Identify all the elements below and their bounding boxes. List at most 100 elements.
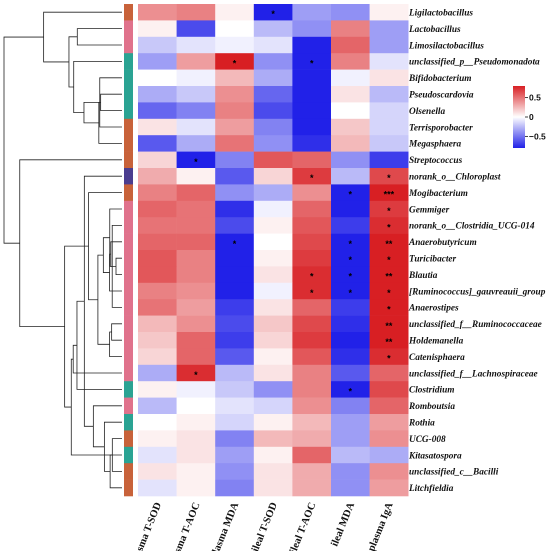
- cell-lactobacillus-plasma-t-sod: [138, 20, 177, 38]
- cell-romboutsia-plasma-iga: [369, 397, 409, 415]
- cell-unclassified-c-bacilli-ileal-t-aoc: [292, 463, 332, 480]
- cell-romboutsia-ileal-t-sod: [253, 397, 293, 415]
- significance-mark: *: [349, 288, 353, 298]
- cell-holdemanella-ileal-t-sod: [253, 332, 293, 349]
- cell-bifidobacterium-ileal-t-sod: [253, 69, 293, 87]
- cell-catenisphaera-ileal-mda: [331, 348, 370, 366]
- cell-ucg-008-plasma-t-aoc: [176, 430, 216, 448]
- cell-anaerostipes-plasma-mda: [215, 299, 255, 316]
- cell-catenisphaera-plasma-iga: [369, 348, 409, 366]
- cell-megasphaera-ileal-t-aoc: [292, 135, 332, 152]
- significance-mark: *: [310, 58, 314, 68]
- cell-norank-o-chloroplast-ileal-mda: [331, 168, 370, 185]
- cell-rothia-plasma-t-aoc: [176, 414, 216, 431]
- dendrogram-branch: [109, 253, 122, 292]
- row-label-norank-o-chloroplast: norank_o__Chloroplast: [409, 173, 501, 183]
- column-label-plasma-t-aoc: plasma T-AOC: [167, 501, 202, 551]
- cell-mogibacterium-plasma-mda: [215, 184, 255, 202]
- significance-mark: ***: [384, 190, 395, 200]
- legend-tick-label: −0.5: [529, 131, 546, 141]
- row-label-megasphaera: Megasphaera: [408, 140, 462, 150]
- row-label-turicibacter: Turicibacter: [409, 255, 457, 265]
- cell-olsenella-ileal-t-aoc: [292, 102, 332, 120]
- cell-clostridium-ileal-mda: [331, 381, 370, 398]
- cell-unclassified-p-pseudomonadota-plasma-t-sod: [138, 53, 177, 70]
- column-label-plasma-iga: plasma IgA: [366, 501, 396, 551]
- cell-litchfieldia-plasma-mda: [215, 479, 255, 497]
- cell-unclassified-f-lachnospiraceae-plasma-t-sod: [138, 364, 177, 382]
- cell-anaerostipes-plasma-t-aoc: [176, 299, 216, 316]
- cell-streptococcus-ileal-t-aoc: [292, 151, 332, 169]
- row-label-anaerostipes: Anaerostipes: [408, 304, 459, 314]
- cell-limosilactobacillus-plasma-iga: [369, 36, 409, 54]
- cell-mogibacterium-plasma-t-aoc: [176, 184, 216, 202]
- cell-megasphaera-ileal-t-sod: [253, 135, 293, 152]
- cell-terrisporobacter-ileal-t-sod: [253, 118, 293, 136]
- cell-norank-o-chloroplast-plasma-iga: [369, 168, 409, 185]
- cell-norank-o-clostridia-ucg-014-ileal-mda: [331, 217, 370, 234]
- dendrogram-branch: [109, 331, 122, 357]
- cell-anaerobutyricum-ileal-t-aoc: [292, 233, 332, 251]
- cell-romboutsia-ileal-t-aoc: [292, 397, 332, 415]
- cell-blautia-plasma-t-aoc: [176, 266, 216, 284]
- cell-gemmiger-plasma-iga: [369, 200, 409, 218]
- cell-ruminococcus-gauvreauii-group-plasma-t-sod: [138, 282, 177, 300]
- cell-unclassified-p-pseudomonadota-plasma-mda: [215, 53, 255, 70]
- cell-holdemanella-plasma-t-sod: [138, 332, 177, 349]
- cell-limosilactobacillus-plasma-t-aoc: [176, 36, 216, 54]
- row-label-lactobacillus: Lactobacillus: [408, 25, 461, 35]
- cell-litchfieldia-ileal-t-sod: [253, 479, 293, 497]
- significance-mark: **: [385, 239, 393, 249]
- cell-rothia-ileal-t-sod: [253, 414, 293, 431]
- cell-blautia-ileal-mda: [331, 266, 370, 284]
- cell-unclassified-f-lachnospiraceae-ileal-mda: [331, 364, 370, 382]
- cell-turicibacter-plasma-t-sod: [138, 250, 177, 267]
- significance-mark: *: [387, 304, 391, 314]
- significance-mark: *: [387, 222, 391, 232]
- cell-lactobacillus-ileal-t-aoc: [292, 20, 332, 38]
- cell-unclassified-f-ruminococcaceae-ileal-mda: [331, 315, 370, 333]
- cell-romboutsia-plasma-mda: [215, 397, 255, 415]
- cell-ligilactobacillus-ileal-t-aoc: [292, 4, 332, 21]
- cell-gemmiger-ileal-mda: [331, 200, 370, 218]
- cell-litchfieldia-ileal-mda: [331, 479, 370, 497]
- dendrogram-branch: [83, 175, 122, 427]
- cell-streptococcus-ileal-t-sod: [253, 151, 293, 169]
- cell-holdemanella-ileal-t-aoc: [292, 332, 332, 349]
- cell-olsenella-ileal-mda: [331, 102, 370, 120]
- row-label-ucg-008: UCG-008: [409, 435, 446, 445]
- cell-gemmiger-ileal-t-aoc: [292, 200, 332, 218]
- significance-mark: *: [349, 272, 353, 282]
- cell-limosilactobacillus-plasma-mda: [215, 36, 255, 54]
- row-group-marker: [124, 168, 133, 185]
- cell-anaerostipes-ileal-t-sod: [253, 299, 293, 316]
- row-group-marker: [124, 479, 133, 497]
- significance-mark: **: [385, 272, 393, 282]
- row-group-marker: [124, 430, 133, 448]
- row-group-marker: [124, 135, 133, 152]
- cell-mogibacterium-ileal-mda: [331, 184, 370, 202]
- column-label-ileal-mda: ileal MDA: [330, 501, 358, 548]
- row-group-marker: [124, 36, 133, 54]
- significance-mark: *: [310, 288, 314, 298]
- cell-turicibacter-ileal-t-aoc: [292, 250, 332, 267]
- cell-unclassified-f-lachnospiraceae-ileal-t-sod: [253, 364, 293, 382]
- cell-megasphaera-plasma-t-sod: [138, 135, 177, 152]
- cell-catenisphaera-plasma-mda: [215, 348, 255, 366]
- significance-mark: **: [385, 337, 393, 347]
- cell-norank-o-chloroplast-plasma-t-sod: [138, 168, 177, 185]
- cell-unclassified-f-ruminococcaceae-ileal-t-sod: [253, 315, 293, 333]
- column-labels: plasma T-SOD plasma T-AOC plasma MDA ileal …: [129, 501, 396, 551]
- cell-bifidobacterium-plasma-iga: [369, 69, 409, 87]
- row-label-litchfieldia: Litchfieldia: [408, 484, 454, 494]
- cell-pseudoscardovia-plasma-t-sod: [138, 86, 177, 103]
- cell-lactobacillus-plasma-iga: [369, 20, 409, 38]
- cell-limosilactobacillus-ileal-t-aoc: [292, 36, 332, 54]
- cell-unclassified-f-ruminococcaceae-plasma-t-sod: [138, 315, 177, 333]
- cell-holdemanella-plasma-mda: [215, 332, 255, 349]
- cell-limosilactobacillus-ileal-t-sod: [253, 36, 293, 54]
- cell-ucg-008-plasma-t-sod: [138, 430, 177, 448]
- dendrogram-branch: [76, 28, 122, 46]
- significance-mark: *: [387, 354, 391, 364]
- cell-anaerobutyricum-ileal-t-sod: [253, 233, 293, 251]
